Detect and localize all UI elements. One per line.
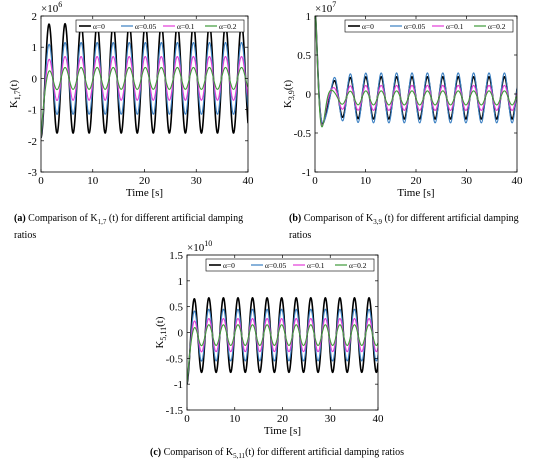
x-axis-label: Time [s] <box>264 425 301 437</box>
x-tick-label: 30 <box>461 175 473 187</box>
x-tick-label: 10 <box>360 175 372 187</box>
caption-b-sub: 3,9 <box>373 218 382 226</box>
legend-label: α=0 <box>93 22 105 31</box>
legend-label: α=0.05 <box>135 22 157 31</box>
y-tick-label: 0.5 <box>169 302 183 314</box>
y-tick-label: 1 <box>178 276 184 288</box>
y-tick-label: 0 <box>178 328 184 340</box>
caption-b-letter: (b) <box>289 213 302 224</box>
chart-a: 0 10 20 30 40 -3 -2 -1 0 1 2×106 Time [s] K1,7(t) α=0… <box>8 0 254 199</box>
x-tick-label: 20 <box>411 175 423 187</box>
y-tick-label: -1.5 <box>166 405 184 417</box>
y-tick-label: 1.5 <box>169 250 183 262</box>
y-axis-label: K3,9(t) <box>282 79 296 108</box>
y-tick-label: 0 <box>32 73 38 85</box>
x-tick-label: 10 <box>229 413 241 425</box>
caption-b-line2: ratios <box>289 230 312 241</box>
caption-c: (c) Comparison of K5,11(t) for different… <box>150 446 440 463</box>
legend-label: α=0 <box>362 22 374 31</box>
legend-label: α=0.05 <box>265 261 287 270</box>
y-tick-label: 0.5 <box>297 50 311 62</box>
legend-label: α=0 <box>223 261 235 270</box>
x-tick-label: 0 <box>312 175 318 187</box>
y-tick-label: 1 <box>306 11 312 23</box>
legend-label: α=0.1 <box>307 261 325 270</box>
caption-a-pre: Comparison of K <box>25 213 98 224</box>
caption-c-post: (t) for different artificial damping rat… <box>245 447 404 458</box>
y-tick-label: -3 <box>28 167 38 179</box>
caption-a-sub: 1,7 <box>97 218 107 226</box>
series-line-α=0.2 <box>41 66 248 138</box>
x-tick-label: 30 <box>325 413 337 425</box>
y-tick-label: 0 <box>306 89 312 101</box>
x-tick-label: 40 <box>373 413 385 425</box>
y-tick-label: -0.5 <box>166 353 184 365</box>
legend: α=0 α=0.05 α=0.1 α=0.2 <box>75 19 245 33</box>
y-axis-label: K5,11(t) <box>154 316 168 348</box>
caption-a-line2: ratios <box>14 230 37 241</box>
legend-label: α=0.1 <box>446 22 464 31</box>
x-tick-label: 40 <box>512 175 524 187</box>
plot-lines <box>41 22 248 139</box>
y-axis-label: K1,7(t) <box>8 79 22 108</box>
series-line-α=0.2 <box>187 324 378 385</box>
x-tick-label: 0 <box>38 175 44 187</box>
plot-lines <box>187 296 378 385</box>
x-tick-label: 20 <box>277 413 289 425</box>
chart-c: 0 10 20 30 40 -1.5 -1 -0.5 0 0.5 1 1.5 ×1010 Time [s]… <box>154 239 384 437</box>
y-tick-label: -1 <box>174 379 183 391</box>
caption-a: (a) Comparison of K1,7 (t) for different… <box>14 212 269 242</box>
caption-c-letter: (c) <box>150 447 162 458</box>
x-axis-label: Time [s] <box>397 187 434 199</box>
caption-a-post: (t) for different artificial damping <box>106 213 244 224</box>
axes-box <box>40 15 249 173</box>
caption-c-sub: 5,11 <box>233 452 246 460</box>
caption-a-letter: (a) <box>14 213 26 224</box>
y-tick-label: 1 <box>32 42 38 54</box>
x-tick-label: 30 <box>191 175 203 187</box>
caption-b-pre: Comparison of K <box>301 213 374 224</box>
series-line-α=0 <box>41 22 248 139</box>
x-tick-label: 10 <box>87 175 99 187</box>
axis-multiplier: ×107 <box>315 0 336 15</box>
series-line-α=0.05 <box>187 308 378 385</box>
y-tick-label: -0.5 <box>294 128 312 140</box>
legend-label: α=0.2 <box>219 22 237 31</box>
y-tick-label: 2 <box>32 11 38 23</box>
y-tick-label: -1 <box>302 167 311 179</box>
axis-multiplier: ×1010 <box>187 239 212 254</box>
x-tick-label: 0 <box>184 413 190 425</box>
legend: α=0 α=0.05 α=0.1 α=0.2 <box>344 19 514 33</box>
x-axis-label: Time [s] <box>126 187 163 199</box>
x-tick-label: 40 <box>243 175 255 187</box>
legend-label: α=0.1 <box>177 22 195 31</box>
legend: α=0 α=0.05 α=0.1 α=0.2 <box>205 258 375 272</box>
y-tick-label: -2 <box>28 136 37 148</box>
legend-box <box>75 19 245 33</box>
series-line-α=0.1 <box>187 317 378 385</box>
legend-box <box>344 19 514 33</box>
caption-c-pre: Comparison of K <box>161 447 234 458</box>
legend-label: α=0.2 <box>349 261 367 270</box>
axes-box <box>186 254 379 411</box>
axis-multiplier: ×106 <box>41 0 62 15</box>
series-line-α=0.2 <box>315 16 517 128</box>
caption-b: (b) Comparison of K3,9 (t) for different… <box>289 212 544 242</box>
legend-label: α=0.2 <box>488 22 506 31</box>
caption-b-post: (t) for different artificial damping <box>381 213 519 224</box>
x-tick-label: 20 <box>139 175 151 187</box>
y-tick-label: -1 <box>28 105 37 117</box>
plot-lines <box>315 16 517 128</box>
chart-b: 0 10 20 30 40 -1 -0.5 0 0.5 1×107 Time [s] K3,9(t) α… <box>282 0 523 199</box>
legend-label: α=0.05 <box>404 22 426 31</box>
legend-box <box>205 258 375 272</box>
